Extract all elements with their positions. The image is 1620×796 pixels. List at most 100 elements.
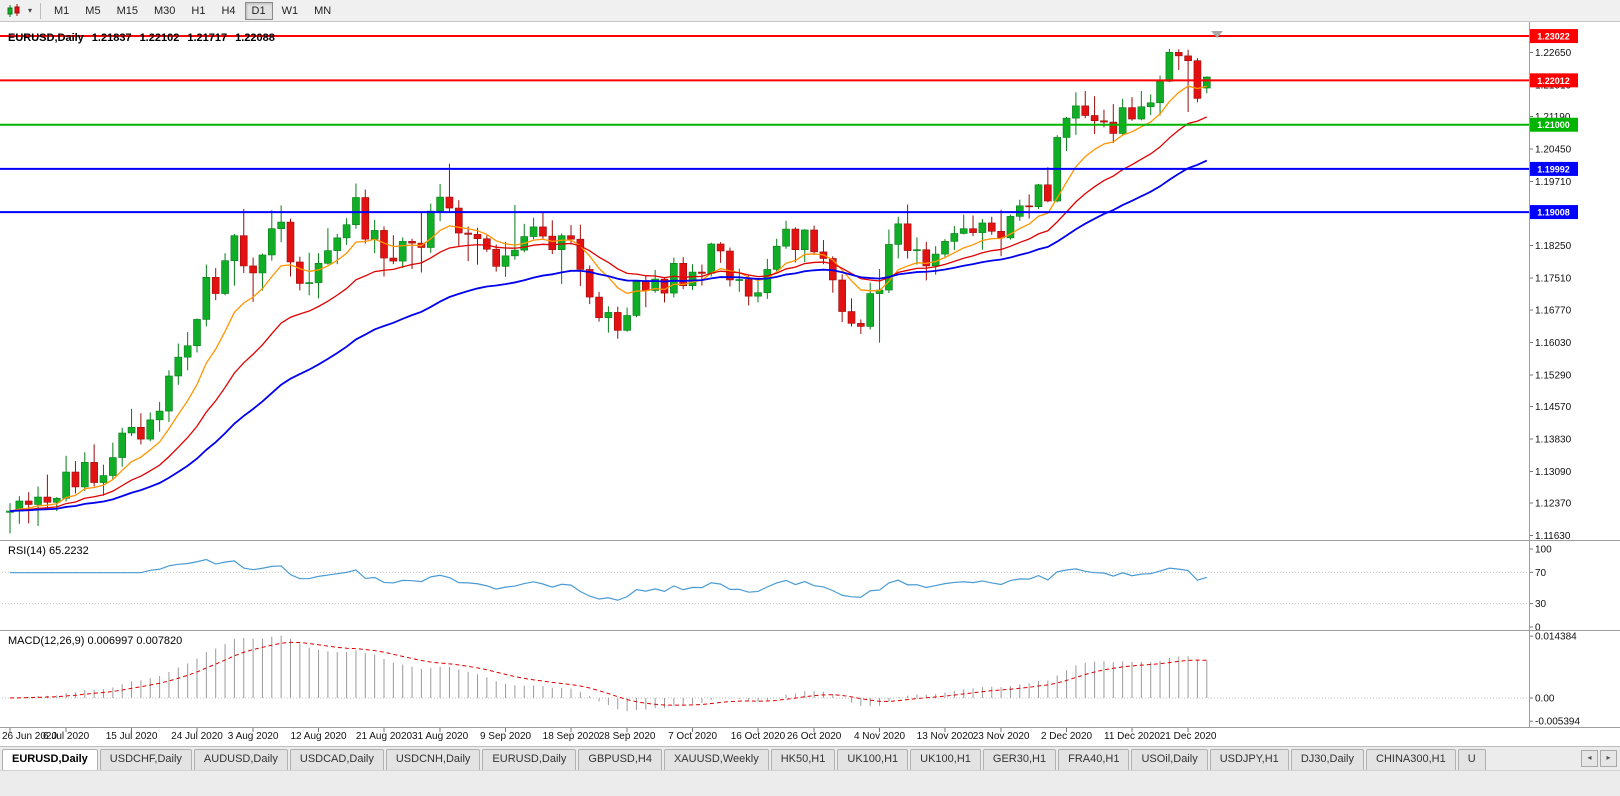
macd-axis-label: -0.005394	[1535, 717, 1580, 728]
tab-16-china300-h1[interactable]: CHINA300,H1	[1366, 749, 1456, 770]
candle	[408, 241, 416, 244]
candle	[726, 250, 734, 281]
timeframe-button-m1[interactable]: M1	[47, 2, 76, 20]
candle	[623, 315, 631, 331]
price-axis-label: 1.22650	[1535, 48, 1572, 59]
chart-type-dropdown-icon[interactable]: ▾	[27, 6, 32, 15]
date-axis-label: 7 Oct 2020	[668, 731, 717, 742]
tab-10-uk100-h1[interactable]: UK100,H1	[910, 749, 981, 770]
timeframe-button-m15[interactable]: M15	[110, 2, 145, 20]
date-axis-label: 6 Jul 2020	[43, 731, 90, 742]
chart-ohlc-header: EURUSD,Daily 1.21837 1.22102 1.21717 1.22088	[8, 32, 275, 44]
tab-4-usdcnh-daily[interactable]: USDCNH,Daily	[385, 749, 481, 770]
horizontal-line-1.23022[interactable]: 1.23022	[0, 29, 1578, 44]
candle	[52, 498, 61, 503]
candle	[221, 260, 229, 294]
candlestick-chart-glyph	[7, 3, 20, 17]
price-axis-label: 1.16770	[1535, 306, 1572, 317]
candle	[361, 197, 370, 240]
candle	[670, 262, 678, 294]
tab-3-usdcad-daily[interactable]: USDCAD,Daily	[289, 749, 384, 770]
tab-0-eurusd-daily[interactable]: EURUSD,Daily	[2, 749, 98, 770]
date-axis-label: 23 Nov 2020	[973, 731, 1030, 742]
high-value: 1.22102	[140, 32, 180, 44]
candle	[146, 419, 155, 440]
status-bar	[0, 770, 1620, 796]
candle	[782, 228, 790, 247]
candle	[1184, 55, 1192, 61]
tab-5-eurusd-daily[interactable]: EURUSD,Daily	[482, 749, 577, 770]
tab-17-u[interactable]: U	[1457, 749, 1486, 770]
horizontal-line-1.22012[interactable]: 1.22012	[0, 73, 1578, 88]
ma-medium-line	[9, 116, 1208, 512]
candle	[473, 234, 482, 240]
candle	[913, 249, 921, 251]
candle	[314, 262, 323, 283]
chart-area: 1.226501.219101.211901.204501.197101.189…	[0, 22, 1620, 746]
candle	[43, 496, 52, 503]
price-label-text: 1.22012	[1537, 76, 1570, 86]
horizontal-line-1.19992[interactable]: 1.19992	[0, 161, 1578, 176]
date-axis-label: 21 Dec 2020	[1160, 731, 1217, 742]
candle	[632, 281, 641, 316]
date-axis-label: 16 Oct 2020	[731, 731, 786, 742]
candle	[483, 238, 491, 250]
toolbar-separator	[40, 2, 41, 19]
tab-8-hk50-h1[interactable]: HK50,H1	[770, 749, 836, 770]
candle	[1062, 117, 1071, 138]
timeframe-button-mn[interactable]: MN	[307, 2, 338, 20]
indicator-axes: 100 70 30 00.014384 0.00 -0.005394	[1529, 545, 1580, 728]
candle	[950, 233, 959, 242]
timeframe-button-h4[interactable]: H4	[214, 2, 242, 20]
tab-7-xauusd-weekly[interactable]: XAUUSD,Weekly	[663, 749, 769, 770]
candle	[1034, 184, 1043, 208]
date-axis-label: 3 Aug 2020	[228, 731, 279, 742]
price-axis-label: 1.17510	[1535, 273, 1572, 284]
tab-9-uk100-h1[interactable]: UK100,H1	[837, 749, 909, 770]
rsi-axis-label: 70	[1535, 568, 1547, 579]
candle	[333, 237, 342, 251]
candlestick-chart-icon[interactable]	[4, 2, 24, 20]
tab-scroll-left-icon[interactable]: ◂	[1581, 750, 1598, 767]
timeframe-button-m30[interactable]: M30	[147, 2, 182, 20]
candle	[511, 249, 519, 257]
timeframe-button-h1[interactable]: H1	[184, 2, 212, 20]
candle	[1165, 52, 1174, 82]
horizontal-line-1.21000[interactable]: 1.21000	[0, 117, 1578, 132]
price-chart[interactable]: 1.226501.219101.211901.204501.197101.189…	[0, 22, 1620, 746]
tab-scroll-right-icon[interactable]: ▸	[1600, 750, 1617, 767]
timeframe-button-d1[interactable]: D1	[244, 1, 273, 20]
candle	[1174, 52, 1183, 57]
price-axis-label: 1.13090	[1535, 467, 1572, 478]
date-axis-label: 18 Sep 2020	[543, 731, 600, 742]
chart-shift-marker[interactable]	[1211, 31, 1223, 38]
timeframe-button-m5[interactable]: M5	[78, 2, 107, 20]
tab-15-dj30-daily[interactable]: DJ30,Daily	[1290, 749, 1364, 770]
candle	[604, 312, 613, 318]
price-axis-label: 1.15290	[1535, 371, 1572, 382]
candle	[211, 277, 220, 294]
price-axis-label: 1.14570	[1535, 402, 1572, 413]
price-label-box	[1529, 29, 1578, 44]
tab-1-usdchf-daily[interactable]: USDCHF,Daily	[99, 749, 192, 770]
tab-2-audusd-daily[interactable]: AUDUSD,Daily	[193, 749, 288, 770]
price-label-text: 1.23022	[1537, 32, 1570, 42]
timeframe-button-w1[interactable]: W1	[275, 2, 306, 20]
candle	[258, 254, 267, 274]
macd-histogram	[18, 635, 1208, 712]
tab-13-usoil-daily[interactable]: USOil,Daily	[1131, 749, 1208, 770]
tab-6-gbpusd-h4[interactable]: GBPUSD,H4	[578, 749, 662, 770]
candle	[239, 235, 248, 267]
tab-14-usdjpy-h1[interactable]: USDJPY,H1	[1209, 749, 1289, 770]
macd-axis-label: 0.014384	[1535, 632, 1577, 643]
candle	[641, 281, 650, 291]
candle	[763, 269, 772, 293]
candlestick-series	[6, 48, 1211, 534]
symbol-period-label: EURUSD,Daily	[8, 32, 85, 44]
date-axis-label: 15 Jul 2020	[106, 731, 158, 742]
horizontal-line-1.19008[interactable]: 1.19008	[0, 205, 1578, 220]
tab-11-ger30-h1[interactable]: GER30,H1	[982, 749, 1057, 770]
candle	[81, 462, 89, 488]
tab-12-fra40-h1[interactable]: FRA40,H1	[1058, 749, 1130, 770]
candle	[576, 238, 585, 270]
